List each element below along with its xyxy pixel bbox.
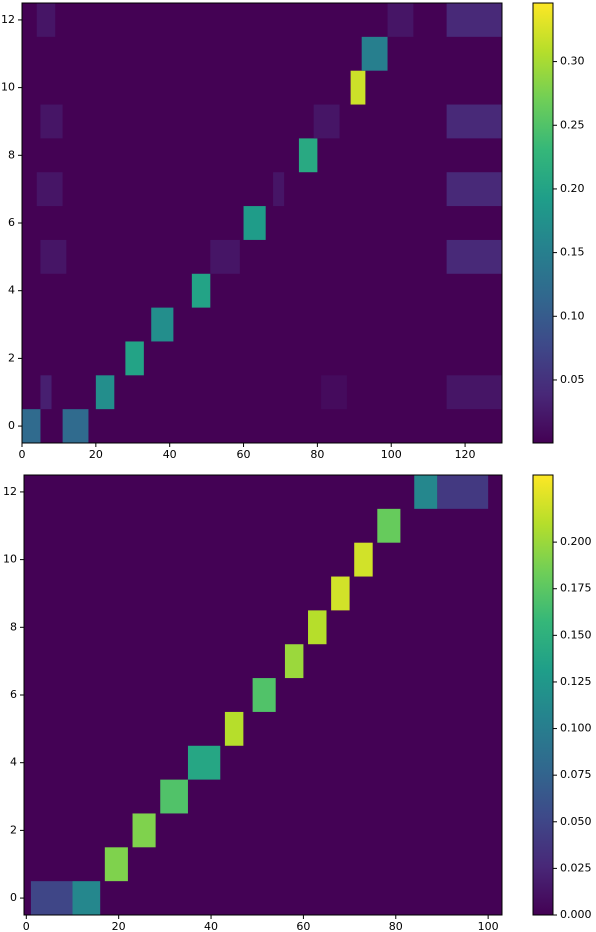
x-tick-label: 80 [310,448,324,461]
heatmap-cell [298,138,318,173]
y-tick-label: 0 [8,419,15,432]
colorbar-tick-label: 0.025 [560,861,592,874]
colorbar-tick-label: 0.05 [560,373,585,386]
heatmap-cell [446,104,502,139]
heatmap-cell [361,36,388,71]
colorbar-tick-label: 0.15 [560,246,585,259]
heatmap-cell [40,375,52,410]
y-tick-label: 4 [8,284,15,297]
y-tick-label: 4 [10,756,17,769]
heatmap-cell [308,610,327,645]
heatmap-cell [446,239,502,274]
heatmap-cell [284,644,304,679]
colorbar-tick-label: 0.10 [560,309,585,322]
x-tick-label: 40 [204,920,218,932]
heatmap-cell [243,206,266,240]
heatmap-cell [36,3,56,37]
heatmap-cell [40,239,67,274]
heatmap-cell [30,881,73,915]
colorbar-tick-label: 0.050 [560,815,592,828]
heatmap-cell [446,375,502,410]
heatmap-cell [331,576,350,611]
x-tick-label: 100 [381,448,402,461]
heatmap-cell [40,104,63,139]
colorbar [532,474,554,916]
x-tick-label: 0 [23,920,30,932]
heatmap-cell [132,813,156,848]
x-tick-label: 60 [296,920,310,932]
heatmap-cell [125,341,144,376]
heatmap-cell [387,3,414,37]
colorbar-tick-label: 0.30 [560,55,585,68]
colorbar-tick-label: 0.175 [560,582,592,595]
heatmap-cell [414,475,438,509]
x-tick-label: 20 [112,920,126,932]
heatmap-cell [210,239,240,274]
y-tick-label: 8 [10,620,17,633]
heatmap-cell [36,172,63,207]
heatmap-cell [252,678,276,712]
heatmap-cell [95,375,115,410]
x-tick-label: 120 [455,448,476,461]
y-tick-label: 10 [3,553,17,566]
heatmap-cell [313,104,340,139]
y-tick-label: 8 [8,148,15,161]
y-tick-label: 12 [1,13,15,26]
y-tick-label: 2 [10,823,17,836]
colorbar-tick-label: 0.100 [560,722,592,735]
heatmap-cell [273,172,285,207]
heatmap-cell [446,172,502,207]
heatmap-cell [22,409,41,443]
heatmap-cell [377,508,401,543]
heatmap-cell [160,779,188,814]
y-tick-label: 0 [10,891,17,904]
heatmap-cell [224,711,244,746]
heatmap-cell [191,273,211,308]
colorbar-tick-label: 0.150 [560,628,592,641]
colorbar-tick-label: 0.20 [560,182,585,195]
x-tick-label: 100 [478,920,499,932]
colorbar-tick-label: 0.000 [560,908,592,921]
heatmap-cell [72,881,101,915]
colorbar-tick-label: 0.25 [560,118,585,131]
x-tick-label: 60 [237,448,251,461]
heatmap-cell [151,307,174,342]
colorbar-tick-label: 0.125 [560,675,592,688]
y-tick-label: 6 [10,688,17,701]
heatmap-cell [104,847,128,882]
x-tick-label: 40 [163,448,177,461]
colorbar [532,2,554,444]
heatmap-cell [350,70,366,105]
heatmap-cell [321,375,347,410]
y-tick-label: 2 [8,351,15,364]
colorbar-tick-label: 0.200 [560,535,592,548]
heatmap-cell [187,745,221,780]
heatmap-cell [62,409,89,443]
x-tick-label: 0 [19,448,26,461]
y-tick-label: 12 [3,485,17,498]
x-tick-label: 20 [89,448,103,461]
y-tick-label: 6 [8,216,15,229]
heatmap-cell [446,3,502,37]
heatmap-cell [354,542,373,577]
colorbar-tick-label: 0.075 [560,768,592,781]
heatmap-cell [437,475,489,509]
x-tick-label: 80 [389,920,403,932]
y-tick-label: 10 [1,81,15,94]
